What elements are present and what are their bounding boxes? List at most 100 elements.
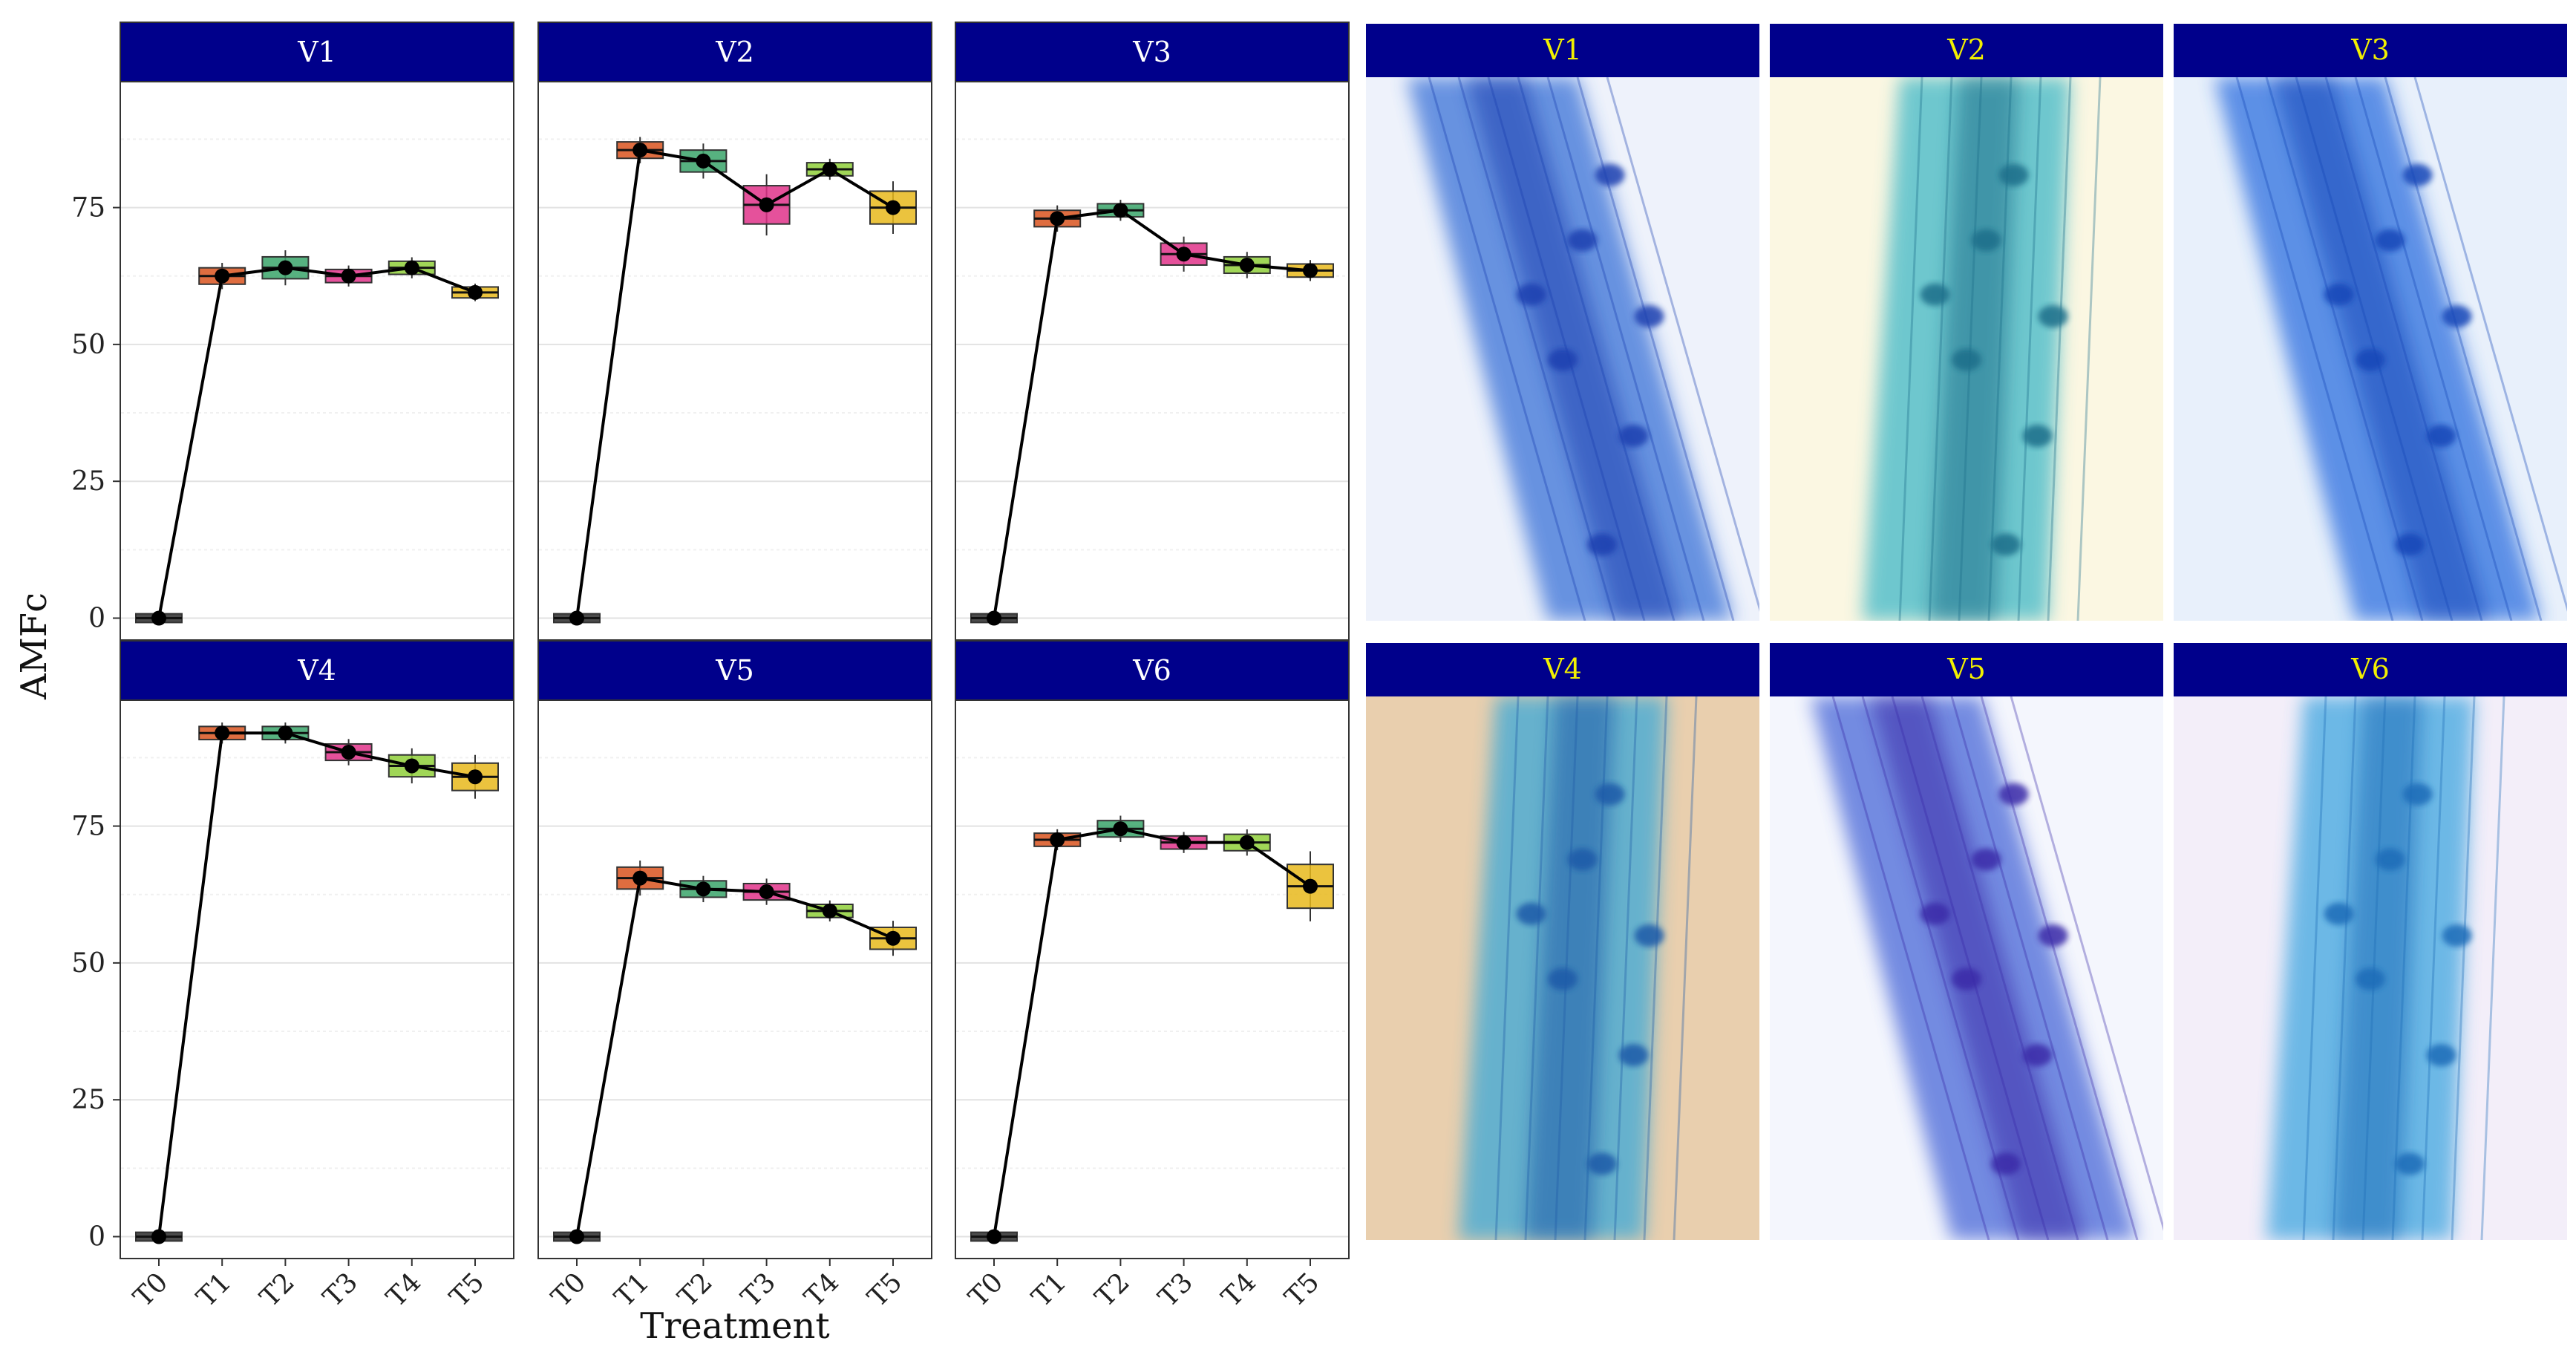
y-tick-label: 25 [71,1085,105,1115]
micrograph-strip-label: V5 [1946,653,1986,685]
y-tick-label: 75 [71,812,105,842]
vesicle [2375,848,2405,871]
mean-point [468,769,483,785]
vesicle [1920,902,1950,925]
vesicle [1998,163,2029,186]
root-streak [1457,77,1616,621]
vesicle [1516,283,1546,306]
mean-point [886,930,900,946]
root-streak [1673,696,1698,1240]
vesicle [2038,305,2068,328]
mean-point [632,143,648,158]
x-axis-title: Treatment [640,1305,829,1347]
root-streak [1920,696,2079,1240]
vesicle [1952,348,1981,371]
x-tick-label: T5 [444,1267,490,1313]
micrograph-strip [1366,643,1759,696]
micrograph-panels: V1 V2 V3 V4 V5 V6 [1366,24,2567,1240]
mean-point [278,725,293,741]
mean-point [1113,821,1128,837]
root-streak [1487,77,1646,621]
x-tick-label: T3 [318,1267,364,1313]
vesicle [2356,348,2385,371]
root-streak [1606,77,1759,613]
mean-line [993,827,1312,1237]
plot-panels: V1 0 25 50 75 V2 V3 V4 0 25 50 75 T0 T1 T2 T3 T4 T5 V5 T0 T1… [71,22,1350,1313]
root-streak [2235,77,2394,621]
panel-strip-label: V3 [1132,36,1171,68]
micrograph-image [1770,77,2163,621]
micrograph-v3: V3 [2174,24,2567,621]
root-streak [2413,77,2567,613]
vesicle [1595,783,1625,806]
micrograph-strip-label: V6 [2350,653,2390,685]
vesicle [2375,229,2405,252]
x-tick-label: T4 [1216,1267,1262,1313]
x-tick-label: T3 [1153,1267,1199,1313]
mean-point [1176,835,1191,850]
mean-point [822,161,837,177]
root-streak [2010,696,2163,1232]
panel-strip [120,22,514,82]
vesicle [1618,1044,1649,1067]
mean-point [404,260,419,275]
micrograph-image [2174,77,2567,621]
root-streak [1928,77,1953,621]
vesicle [1548,967,1578,990]
mean-point [151,610,166,626]
root-streak [1831,696,1990,1240]
micrograph-strip-label: V1 [1543,33,1582,66]
x-tick-label: T4 [381,1267,427,1313]
root-streak [2480,696,2505,1240]
micrograph-image [1366,77,1759,621]
mean-point [341,745,356,760]
micrograph-strip [1366,24,1759,77]
plot-area [955,81,1350,641]
x-tick-label: T5 [1279,1267,1325,1313]
micrograph-strip-label: V2 [1946,33,1986,66]
root-streak [2421,696,2446,1240]
mean-point [696,881,711,897]
x-tick-label: T5 [862,1267,908,1313]
axis-titles: AMFc Treatment [13,593,830,1347]
panel-strip [955,22,1350,82]
mean-point [632,870,648,886]
mean-point [341,268,356,284]
micrograph-strip-label: V3 [2350,33,2390,66]
y-tick-label: 50 [71,330,105,360]
vesicle [2022,1044,2053,1067]
x-tick-label: T0 [963,1267,1009,1313]
panel-strip-label: V2 [715,36,754,68]
y-tick-label: 50 [71,948,105,979]
root-streak [1517,77,1676,621]
y-tick-label: 0 [88,1222,105,1253]
plot-area [120,81,514,641]
panel-v2: V2 [537,22,932,641]
vesicle [1587,533,1617,556]
root-streak [1524,696,1549,1240]
root-streak [1891,696,2050,1240]
x-tick-label: T2 [255,1267,301,1313]
root-core [1929,77,2018,621]
root-streak [1950,696,2109,1240]
panel-strip-label: V1 [297,36,336,68]
mean-point [696,153,711,169]
mean-point [1176,247,1191,262]
micrograph-strip [2174,24,2567,77]
mean-point [215,268,230,284]
vesicle [1634,305,1664,328]
vesicle [1567,848,1598,871]
plot-area [120,699,514,1259]
vesicle [1516,902,1546,925]
panel-strip [537,640,932,701]
micrograph-strip [1770,643,2163,696]
vesicle [2324,283,2354,306]
vesicle [2324,902,2354,925]
mean-point [569,610,584,626]
root-streak [2324,77,2483,621]
root-streak [2017,77,2042,621]
mean-point [404,758,419,774]
plot-area [955,699,1350,1259]
